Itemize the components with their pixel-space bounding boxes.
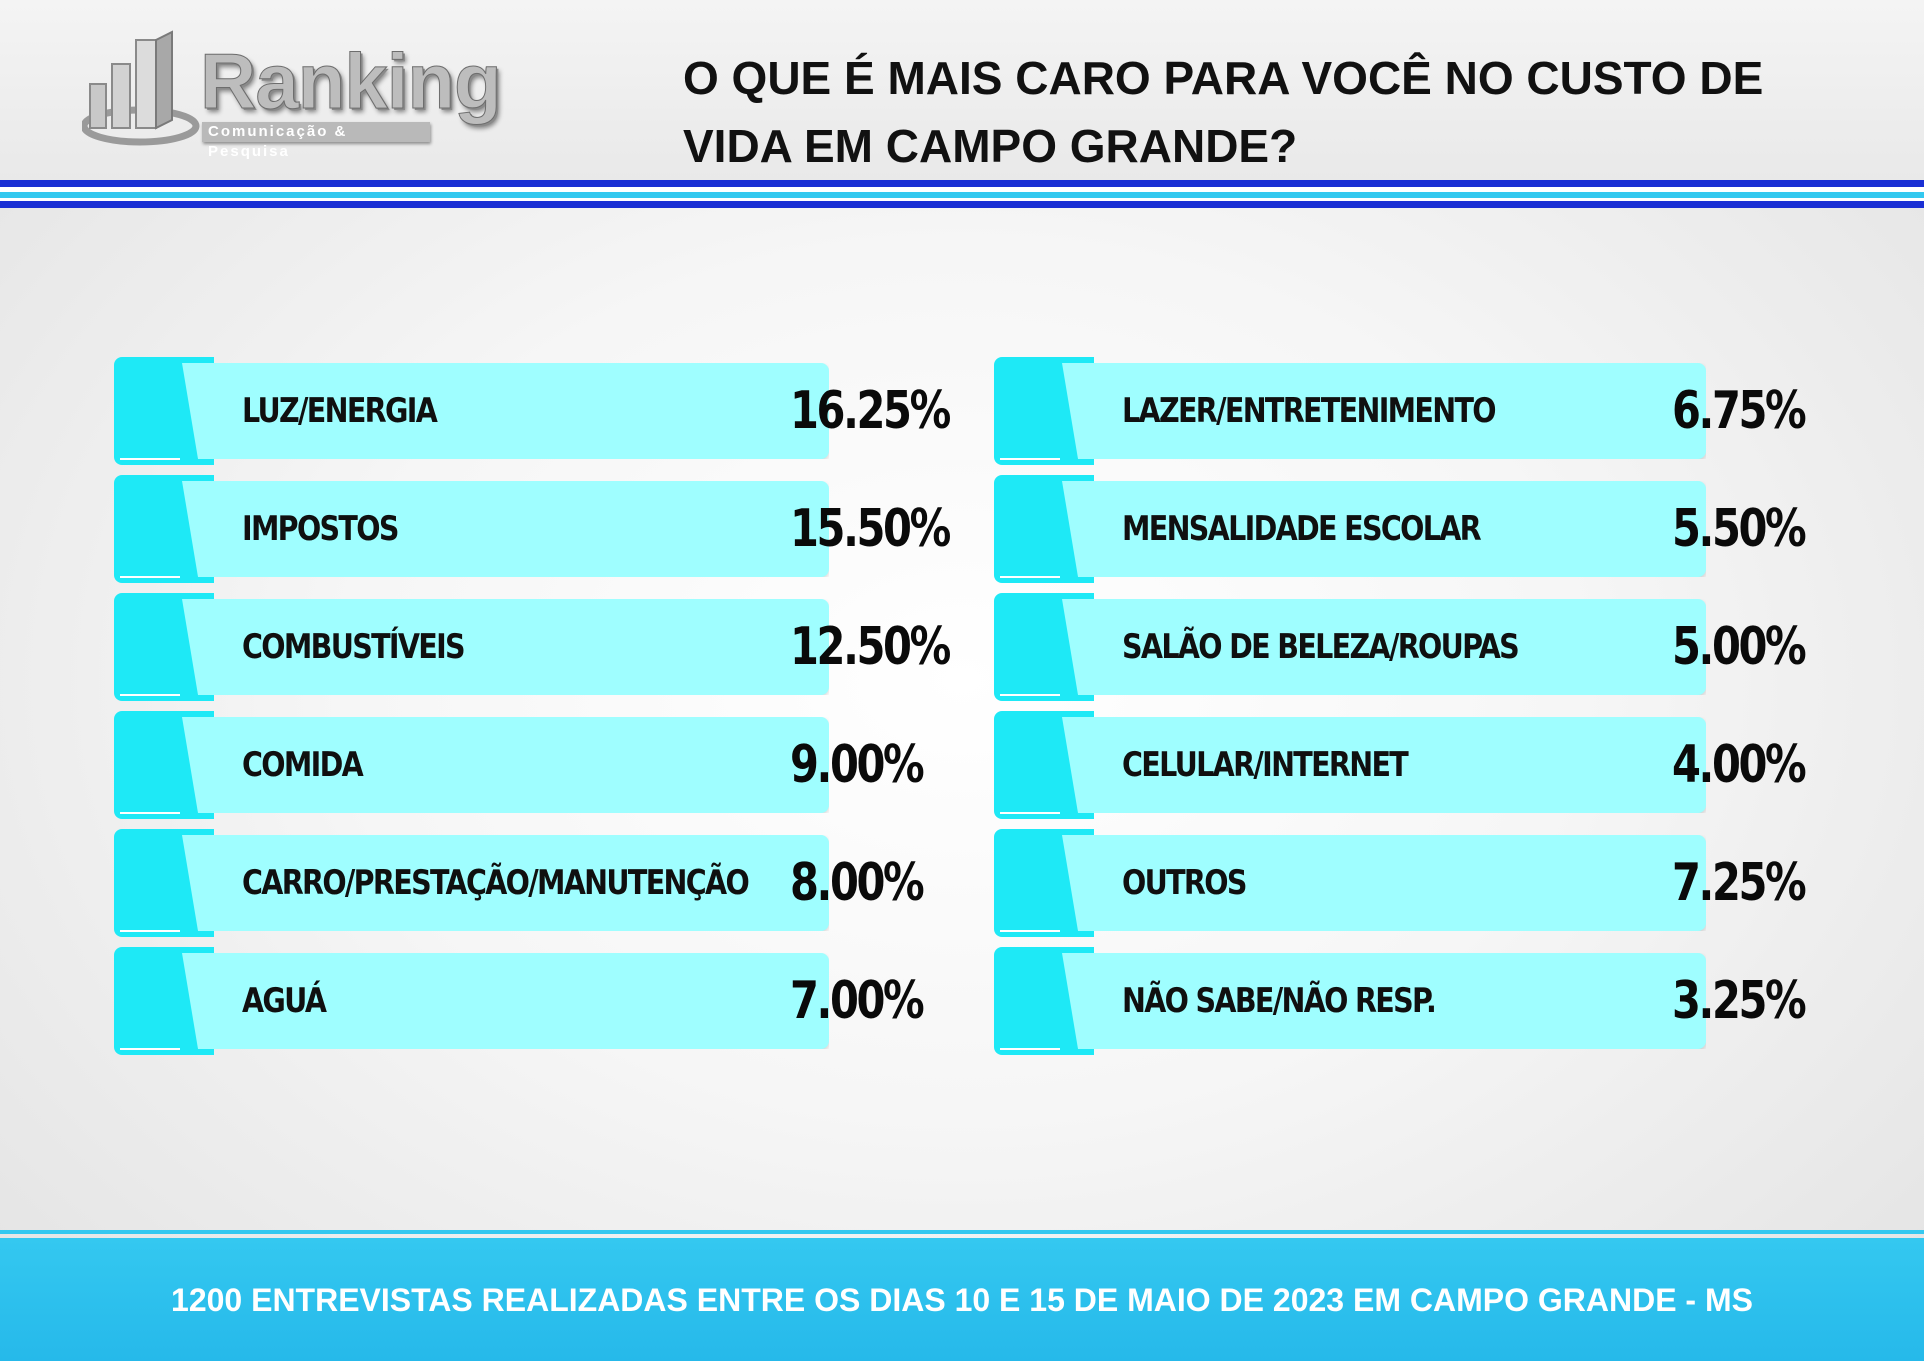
- category-label: LUZ/ENERGIA: [242, 391, 438, 431]
- category-label: AGUÁ: [242, 981, 327, 1021]
- tab-highlight: [1000, 576, 1060, 578]
- tab-highlight: [1000, 1048, 1060, 1050]
- category-label: IMPOSTOS: [242, 509, 399, 549]
- ranking-logo: Ranking Comunicação & Pesquisa: [82, 30, 502, 160]
- tab-highlight: [1000, 694, 1060, 696]
- label-bar: [182, 599, 829, 695]
- percentage-value: 9.00%: [790, 735, 925, 795]
- category-label: SALÃO DE BELEZA/ROUPAS: [1122, 627, 1520, 667]
- brand-name: Ranking: [200, 37, 503, 125]
- percentage-value: 6.75%: [1672, 381, 1807, 441]
- header-stripe: [0, 180, 1924, 187]
- category-label: NÃO SABE/NÃO RESP.: [1122, 981, 1437, 1021]
- label-bar: [1062, 835, 1706, 931]
- percentage-value: 7.00%: [790, 971, 925, 1031]
- category-label: MENSALIDADE ESCOLAR: [1122, 509, 1482, 549]
- header: Ranking Comunicação & Pesquisa O QUE É M…: [0, 0, 1924, 180]
- tab-highlight: [120, 930, 180, 932]
- result-row: AGUÁ 7.00%: [114, 947, 960, 1055]
- brand-tagline: Comunicação & Pesquisa: [202, 122, 430, 160]
- result-row: COMBUSTÍVEIS 12.50%: [114, 593, 960, 701]
- footer: 1200 ENTREVISTAS REALIZADAS ENTRE OS DIA…: [0, 1238, 1924, 1361]
- tab-highlight: [120, 1048, 180, 1050]
- tab-highlight: [1000, 930, 1060, 932]
- percentage-value: 5.00%: [1672, 617, 1807, 677]
- label-bar: [1062, 717, 1706, 813]
- header-stripe: [0, 198, 1924, 201]
- result-row: LAZER/ENTRETENIMENTO 6.75%: [994, 357, 1842, 465]
- tab-highlight: [120, 576, 180, 578]
- label-bar: [182, 717, 829, 813]
- percentage-value: 3.25%: [1672, 971, 1807, 1031]
- result-row: IMPOSTOS 15.50%: [114, 475, 960, 583]
- category-label: COMIDA: [242, 745, 364, 785]
- label-bar: [182, 835, 829, 931]
- result-row: SALÃO DE BELEZA/ROUPAS 5.00%: [994, 593, 1842, 701]
- category-label: OUTROS: [1122, 863, 1247, 903]
- result-row: OUTROS 7.25%: [994, 829, 1842, 937]
- percentage-value: 16.25%: [790, 381, 951, 441]
- result-row: COMIDA 9.00%: [114, 711, 960, 819]
- percentage-value: 12.50%: [790, 617, 951, 677]
- category-label: CARRO/PRESTAÇÃO/MANUTENÇÃO: [242, 863, 750, 903]
- tab-highlight: [120, 694, 180, 696]
- percentage-value: 5.50%: [1672, 499, 1807, 559]
- label-bar: [182, 953, 829, 1049]
- header-stripe: [0, 192, 1924, 198]
- result-row: LUZ/ENERGIA 16.25%: [114, 357, 960, 465]
- category-label: COMBUSTÍVEIS: [242, 627, 466, 667]
- category-label: LAZER/ENTRETENIMENTO: [1122, 391, 1497, 431]
- footer-note: 1200 ENTREVISTAS REALIZADAS ENTRE OS DIA…: [171, 1282, 1753, 1318]
- label-bar: [1062, 599, 1706, 695]
- tab-highlight: [120, 812, 180, 814]
- result-row: CARRO/PRESTAÇÃO/MANUTENÇÃO 8.00%: [114, 829, 960, 937]
- footer-divider: [0, 1230, 1924, 1234]
- label-bar: [182, 481, 829, 577]
- percentage-value: 7.25%: [1672, 853, 1807, 913]
- label-bar: [1062, 953, 1706, 1049]
- page-title: O QUE É MAIS CARO PARA VOCÊ NO CUSTO DE …: [683, 52, 1764, 172]
- tab-highlight: [1000, 458, 1060, 460]
- tab-highlight: [1000, 812, 1060, 814]
- result-row: MENSALIDADE ESCOLAR 5.50%: [994, 475, 1842, 583]
- label-bar: [182, 363, 829, 459]
- percentage-value: 4.00%: [1672, 735, 1807, 795]
- result-row: CELULAR/INTERNET 4.00%: [994, 711, 1842, 819]
- tab-highlight: [120, 458, 180, 460]
- percentage-value: 8.00%: [790, 853, 925, 913]
- category-label: CELULAR/INTERNET: [1122, 745, 1409, 785]
- result-row: NÃO SABE/NÃO RESP. 3.25%: [994, 947, 1842, 1055]
- label-bar: [1062, 363, 1706, 459]
- header-stripe: [0, 201, 1924, 208]
- building-chart-icon: [82, 30, 200, 146]
- percentage-value: 15.50%: [790, 499, 951, 559]
- header-stripe: [0, 187, 1924, 192]
- label-bar: [1062, 481, 1706, 577]
